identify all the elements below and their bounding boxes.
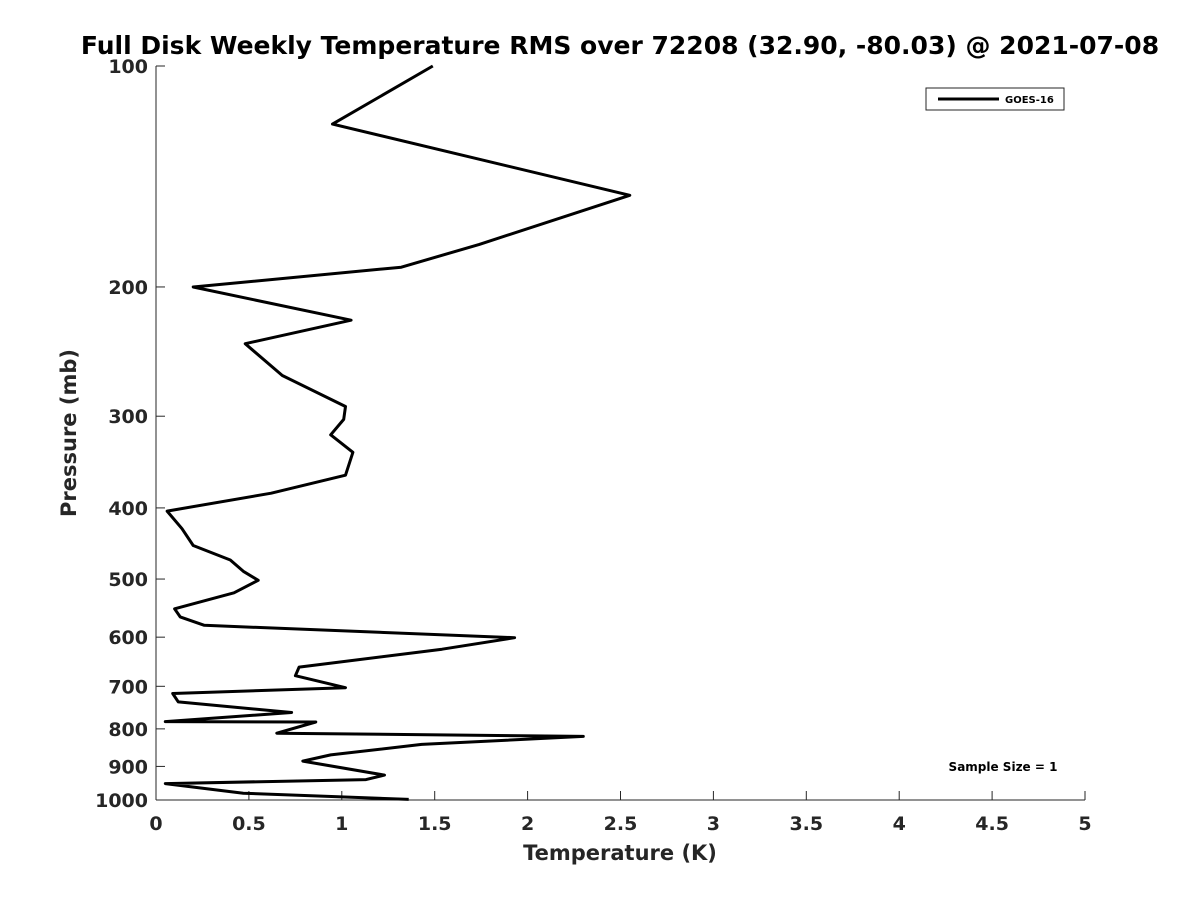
sample-size-annotation: Sample Size = 1 [949, 760, 1058, 774]
y-tick-label: 600 [108, 627, 148, 649]
x-axis-ticks: 0 0.5 1 1.5 2 2.5 3 3.5 4 4.5 5 [149, 791, 1092, 835]
y-tick-label: 800 [108, 719, 148, 741]
y-tick-label: 700 [108, 676, 148, 698]
x-tick-label: 1 [335, 813, 348, 835]
y-axis-ticks: 100 200 300 400 500 600 700 800 900 1000 [95, 56, 165, 812]
y-tick-label: 300 [108, 406, 148, 428]
legend: GOES-16 [925, 87, 1065, 111]
chart-title: Full Disk Weekly Temperature RMS over 72… [81, 31, 1159, 60]
x-tick-label: 2 [521, 813, 534, 835]
x-tick-label: 4 [893, 813, 906, 835]
y-tick-label: 1000 [95, 790, 148, 812]
x-tick-label: 4.5 [975, 813, 1009, 835]
y-tick-label: 100 [108, 56, 148, 78]
legend-label: GOES-16 [1005, 95, 1054, 106]
x-tick-label: 0.5 [232, 813, 266, 835]
x-axis-label: Temperature (K) [523, 841, 717, 865]
x-tick-label: 5 [1078, 813, 1091, 835]
y-axis-label: Pressure (mb) [57, 349, 81, 517]
y-tick-label: 400 [108, 498, 148, 520]
y-tick-label: 200 [108, 277, 148, 299]
x-tick-label: 0 [149, 813, 162, 835]
x-tick-label: 3 [707, 813, 720, 835]
series-layer [163, 64, 632, 801]
y-tick-label: 900 [108, 756, 148, 778]
x-tick-label: 3.5 [789, 813, 823, 835]
x-tick-label: 1.5 [418, 813, 452, 835]
series-line-goes-16 [163, 64, 632, 801]
x-tick-label: 2.5 [604, 813, 638, 835]
y-tick-label: 500 [108, 569, 148, 591]
